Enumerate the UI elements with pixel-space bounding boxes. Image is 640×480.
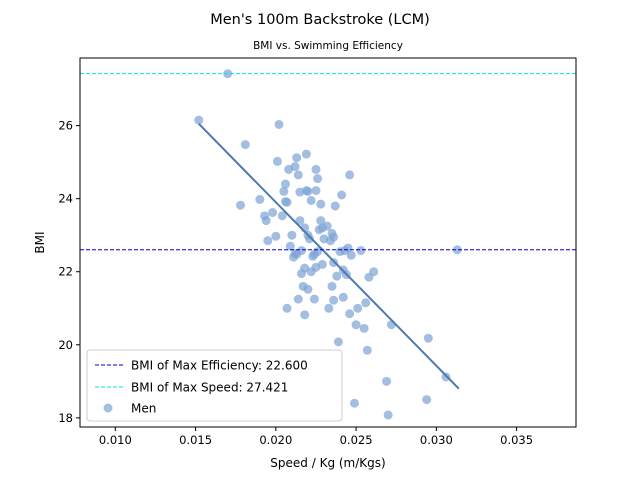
legend-box: [86, 349, 343, 422]
scatter-point: [261, 216, 271, 226]
scatter-point: [359, 323, 369, 333]
scatter-point: [290, 162, 300, 172]
scatter-point: [346, 250, 356, 260]
y-tick-label: 24: [58, 192, 73, 206]
scatter-point: [282, 197, 292, 207]
scatter-point: [327, 281, 337, 291]
legend-label-men: Men: [131, 402, 156, 416]
scatter-point: [353, 303, 363, 313]
x-tick-label: 0.020: [259, 433, 292, 447]
x-tick-label: 0.015: [179, 433, 212, 447]
scatter-point: [300, 310, 310, 320]
scatter-point: [322, 221, 332, 231]
x-tick-label: 0.030: [420, 433, 453, 447]
scatter-point: [423, 333, 433, 343]
scatter-point: [194, 115, 204, 125]
y-tick-label: 20: [58, 338, 73, 352]
scatter-point: [311, 186, 321, 196]
legend: BMI of Max Efficiency: 22.600 BMI of Max…: [86, 349, 343, 422]
scatter-point: [285, 241, 295, 251]
scatter-point: [240, 140, 250, 150]
scatter-point: [280, 179, 290, 189]
scatter-point: [333, 337, 343, 347]
scatter-point: [297, 246, 307, 256]
scatter-point: [287, 230, 297, 240]
scatter-point: [329, 295, 339, 305]
scatter-point: [324, 303, 334, 313]
scatter-point: [345, 170, 355, 180]
scatter-point: [316, 199, 326, 209]
x-tick-label: 0.025: [340, 433, 373, 447]
scatter-point: [279, 186, 289, 196]
trend-line: [198, 123, 460, 390]
legend-label-max-efficiency: BMI of Max Efficiency: 22.600: [131, 359, 308, 373]
plot-area: [80, 69, 576, 420]
scatter-point: [316, 216, 326, 226]
x-tick-label: 0.010: [99, 433, 132, 447]
chart-subtitle: BMI vs. Swimming Efficiency: [253, 40, 403, 52]
scatter-point: [330, 201, 340, 211]
scatter-point: [386, 320, 396, 330]
scatter-point: [361, 298, 371, 308]
x-tick-label: 0.035: [500, 433, 533, 447]
scatter-point: [329, 258, 339, 268]
scatter-point: [369, 267, 379, 277]
scatter-point: [293, 170, 303, 180]
legend-label-max-speed: BMI of Max Speed: 27.421: [131, 381, 288, 395]
scatter-point: [317, 259, 327, 269]
scatter-point: [268, 208, 278, 218]
chart-title: Men's 100m Backstroke (LCM): [210, 12, 430, 28]
scatter-point: [303, 186, 313, 196]
scatter-point: [292, 153, 302, 163]
scatter-point: [338, 292, 348, 302]
scatter-point: [301, 149, 311, 159]
y-tick-label: 18: [58, 411, 73, 425]
scatter-point: [351, 320, 361, 330]
scatter-point: [337, 190, 347, 200]
scatter-point: [236, 200, 246, 210]
scatter-point: [277, 211, 287, 221]
plot-frame: [79, 57, 577, 428]
scatter-point: [311, 164, 321, 174]
scatter-point: [452, 245, 462, 255]
scatter-point: [329, 232, 339, 242]
scatter-point: [382, 376, 392, 386]
y-axis-label: BMI: [33, 231, 47, 253]
scatter-point: [345, 309, 355, 319]
scatter-point: [293, 294, 303, 304]
scatter-point: [349, 398, 359, 408]
scatter-point: [422, 395, 432, 405]
scatter-point: [263, 236, 273, 246]
scatter-point: [313, 174, 323, 184]
x-axis-label: Speed / Kg (m/Kgs): [270, 456, 385, 470]
scatter-point: [272, 156, 282, 166]
scatter-point: [282, 303, 292, 313]
scatter-point: [356, 246, 366, 256]
y-tick-label: 26: [58, 119, 73, 133]
scatter-point: [274, 119, 284, 129]
y-tick-label: 22: [58, 265, 73, 279]
scatter-point: [309, 294, 319, 304]
scatter-point: [255, 194, 265, 204]
scatter-point: [332, 271, 342, 281]
scatter-point: [303, 284, 313, 294]
scatter-point: [305, 234, 315, 244]
scatter-point: [295, 216, 305, 226]
legend-swatch-men: [103, 403, 113, 413]
scatter-point: [271, 231, 281, 241]
scatter-point: [306, 195, 316, 205]
scatter-point: [383, 410, 393, 420]
scatter-point: [362, 345, 372, 355]
axes-ticks: 0.010 0.015 0.020 0.025 0.030 0.035 18 20 22 24 26: [58, 119, 533, 447]
